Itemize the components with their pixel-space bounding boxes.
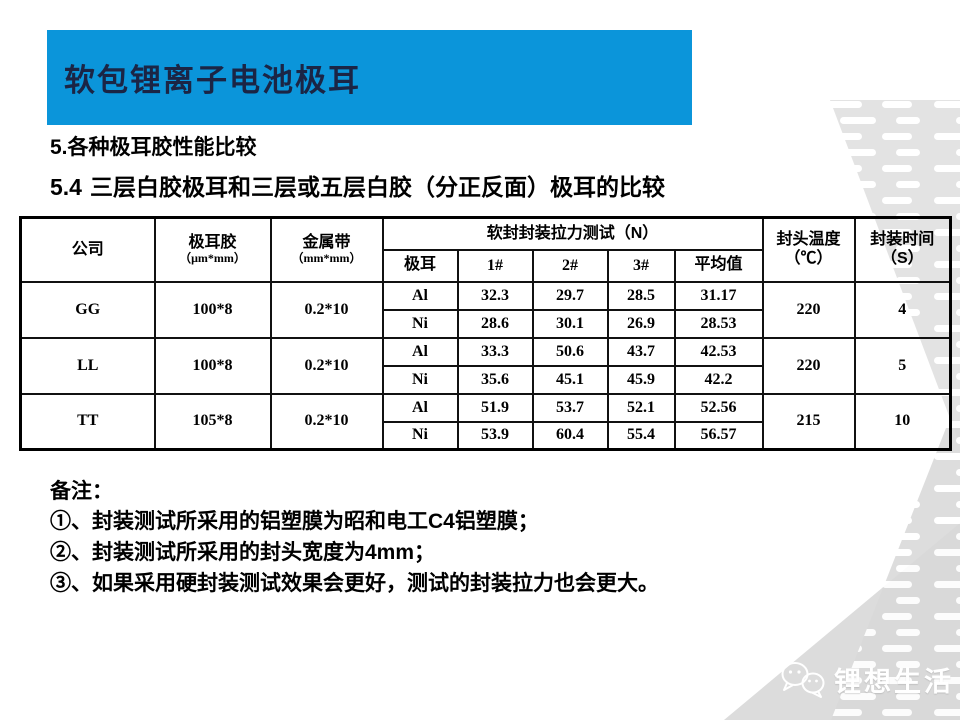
- value-cell: 52.1: [606, 392, 676, 423]
- header-company: 公司: [19, 216, 156, 283]
- glue-cell: 100*8: [153, 280, 272, 339]
- header-metal-strip-label: 金属带: [302, 233, 351, 251]
- title-banner: 软包锂离子电池极耳: [47, 30, 692, 125]
- value-cell: 35.6: [456, 364, 534, 395]
- header-metal-strip-unit: （mm*mm）: [291, 251, 362, 266]
- value-cell: 30.1: [531, 308, 609, 339]
- avg-cell: 42.53: [673, 336, 764, 367]
- header-sample-2: 2#: [531, 248, 609, 283]
- section-heading-text: 各种极耳胶性能比较: [67, 135, 257, 159]
- glue-cell: 100*8: [153, 336, 272, 395]
- slide-title: 软包锂离子电池极耳: [64, 63, 361, 98]
- avg-cell: 52.56: [673, 392, 764, 423]
- note-2-emphasis: 4mm: [365, 541, 415, 564]
- value-cell: 28.5: [606, 280, 676, 311]
- value-cell: 50.6: [531, 336, 609, 367]
- value-cell: 43.7: [606, 336, 676, 367]
- company-cell: GG: [19, 280, 156, 339]
- value-cell: 45.1: [531, 364, 609, 395]
- note-line-2: ②、封装测试所采用的封头宽度为4mm；: [50, 537, 659, 568]
- header-average: 平均值: [673, 248, 764, 283]
- value-cell: 53.7: [531, 392, 609, 423]
- header-tab-glue: 极耳胶 （μm*mm）: [153, 216, 272, 283]
- logo-text: 锂想生活: [834, 667, 954, 697]
- header-seal-temp-label: 封头温度: [776, 231, 841, 249]
- metal-cell: 0.2*10: [269, 280, 384, 339]
- company-cell: LL: [19, 336, 156, 395]
- temp-cell: 220: [761, 336, 856, 395]
- header-seal-temp-unit: （℃）: [784, 249, 833, 267]
- header-seal-time-label: 封装时间: [870, 231, 935, 249]
- value-cell: 53.9: [456, 420, 534, 451]
- header-seal-temp: 封头温度 （℃）: [761, 216, 856, 283]
- temp-cell: 215: [761, 392, 856, 451]
- time-cell: 5: [853, 336, 952, 395]
- metal-cell: 0.2*10: [269, 392, 384, 451]
- avg-cell: 28.53: [673, 308, 764, 339]
- notes-block: 备注： ①、封装测试所采用的铝塑膜为昭和电工C4铝塑膜； ②、封装测试所采用的封…: [50, 476, 659, 598]
- section-number: 5.: [50, 136, 68, 159]
- material-cell: Ni: [381, 420, 459, 451]
- material-cell: Ni: [381, 364, 459, 395]
- header-seal-time-unit: （S）: [880, 249, 924, 267]
- subsection-heading: 5.4 三层白胶极耳和三层或五层白胶（分正反面）极耳的比较: [50, 168, 665, 202]
- header-sample-1: 1#: [456, 248, 534, 283]
- value-cell: 51.9: [456, 392, 534, 423]
- header-seal-time: 封装时间 （S）: [853, 216, 952, 283]
- wechat-chat-bubbles-icon: [781, 661, 825, 698]
- value-cell: 28.6: [456, 308, 534, 339]
- comparison-table: 公司 极耳胶 （μm*mm） 金属带 （mm*mm） 软封封装拉力测试（N） 封…: [19, 216, 953, 451]
- note-line-1: ①、封装测试所采用的铝塑膜为昭和电工C4铝塑膜；: [50, 506, 659, 537]
- value-cell: 60.4: [531, 420, 609, 451]
- avg-cell: 42.2: [673, 364, 764, 395]
- note-1-emphasis: C4: [428, 510, 455, 533]
- header-tab-glue-unit: （μm*mm）: [179, 251, 246, 266]
- time-cell: 10: [853, 392, 952, 451]
- glue-cell: 105*8: [153, 392, 272, 451]
- dash-band-bottom: [831, 428, 960, 720]
- header-metal-strip: 金属带 （mm*mm）: [269, 216, 384, 283]
- header-tab-glue-label: 极耳胶: [188, 233, 237, 251]
- metal-cell: 0.2*10: [269, 336, 384, 395]
- note-line-3: ③、如果采用硬封装测试效果会更好，测试的封装拉力也会更大。: [50, 571, 659, 595]
- material-cell: Al: [381, 336, 459, 367]
- avg-cell: 56.57: [673, 420, 764, 451]
- time-cell: 4: [853, 280, 952, 339]
- note-2-tail: ；: [414, 540, 436, 564]
- material-cell: Al: [381, 392, 459, 423]
- subsection-heading-text: 三层白胶极耳和三层或五层白胶（分正反面）极耳的比较: [89, 175, 665, 200]
- value-cell: 45.9: [606, 364, 676, 395]
- temp-cell: 220: [761, 280, 856, 339]
- note-1-tail: 铝塑膜；: [454, 509, 539, 533]
- notes-title: 备注：: [50, 479, 113, 503]
- avg-cell: 31.17: [673, 280, 764, 311]
- header-sample-3: 3#: [606, 248, 676, 283]
- section-heading: 5.各种极耳胶性能比较: [50, 131, 257, 161]
- subsection-number: 5.4: [50, 174, 82, 200]
- company-cell: TT: [19, 392, 156, 451]
- value-cell: 29.7: [531, 280, 609, 311]
- header-tab: 极耳: [381, 248, 459, 283]
- value-cell: 55.4: [606, 420, 676, 451]
- note-1-text: ①、封装测试所采用的铝塑膜为昭和电工: [50, 509, 428, 533]
- material-cell: Ni: [381, 308, 459, 339]
- header-pull-test: 软封封装拉力测试（N）: [381, 216, 764, 251]
- material-cell: Al: [381, 280, 459, 311]
- watermark-logo: 锂想生活: [781, 660, 954, 699]
- note-2-text: ②、封装测试所采用的封头宽度为: [50, 540, 365, 564]
- value-cell: 33.3: [456, 336, 534, 367]
- value-cell: 26.9: [606, 308, 676, 339]
- value-cell: 32.3: [456, 280, 534, 311]
